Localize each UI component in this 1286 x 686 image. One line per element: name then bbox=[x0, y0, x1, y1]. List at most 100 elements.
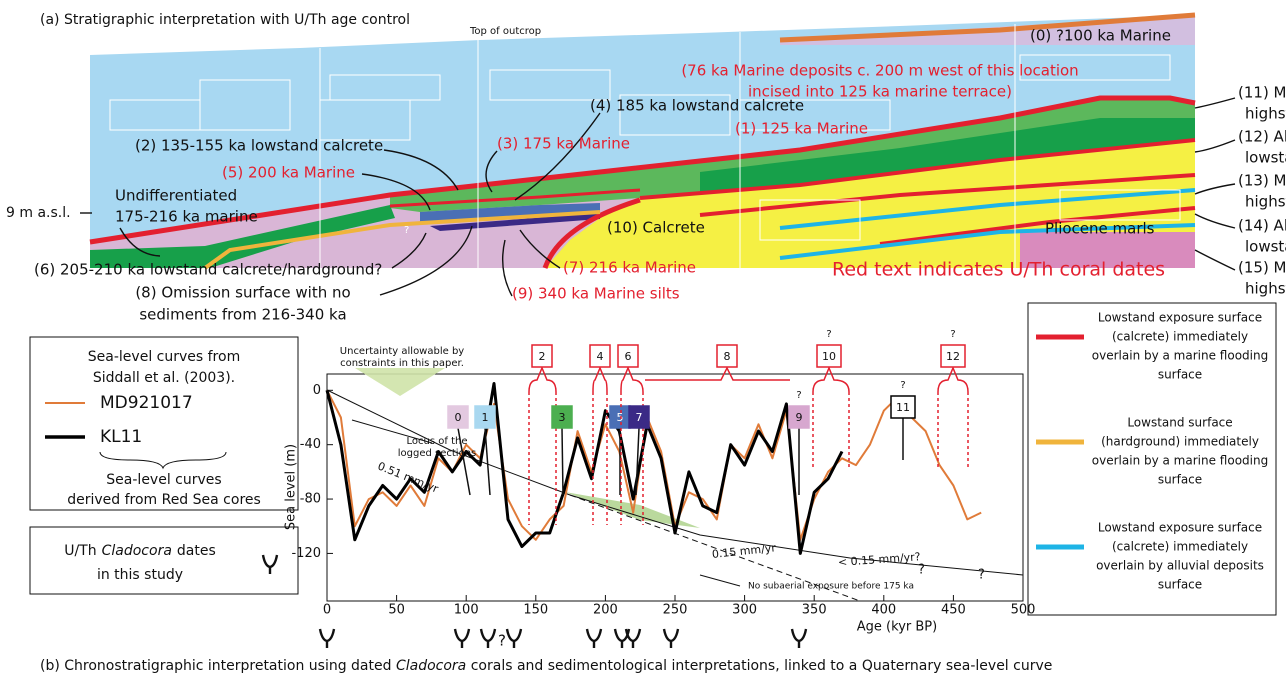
coral-icon bbox=[507, 629, 521, 648]
label: 3 bbox=[559, 411, 566, 424]
label: (7) 216 ka Marine bbox=[563, 259, 696, 277]
label: overlain by alluvial deposits bbox=[1096, 559, 1264, 573]
label: KL11 bbox=[100, 427, 142, 447]
label: 7 bbox=[636, 411, 643, 424]
label: -80 bbox=[300, 492, 321, 507]
label: Uncertainty allowable by bbox=[340, 346, 465, 357]
legend-brace bbox=[100, 452, 226, 468]
coral-icon bbox=[792, 629, 806, 648]
label: (1) 125 ka Marine bbox=[735, 120, 868, 138]
label: Sea-level curves bbox=[106, 472, 221, 488]
stage-brace bbox=[813, 368, 849, 392]
caption: (b) Chronostratigraphic interpretation u… bbox=[40, 658, 1052, 674]
label: Red text indicates U/Th coral dates bbox=[832, 259, 1165, 281]
caption-part: Cladocora bbox=[396, 658, 466, 674]
uncertainty-wedge bbox=[355, 368, 445, 396]
label: 10 bbox=[822, 350, 836, 363]
label: 0.15 mm/yr bbox=[711, 541, 777, 561]
label: (13) Marine bbox=[1238, 172, 1286, 190]
label: (calcrete) immediately bbox=[1112, 330, 1248, 344]
label: Pliocene marls bbox=[1045, 220, 1155, 238]
label: (14) Alluvial bbox=[1238, 217, 1286, 235]
label: 400 bbox=[871, 603, 896, 618]
label: (calcrete) immediately bbox=[1112, 540, 1248, 554]
label: No subaerial exposure before 175 ka bbox=[748, 582, 914, 592]
label: ? bbox=[950, 329, 955, 340]
label: in this study bbox=[97, 567, 183, 583]
label: 50 bbox=[388, 603, 405, 618]
label: 300 bbox=[732, 603, 757, 618]
label: 11 bbox=[896, 401, 910, 414]
stage-link bbox=[562, 428, 563, 495]
label: highstand bbox=[1245, 193, 1286, 211]
label: (76 ka Marine deposits c. 200 m west of … bbox=[681, 62, 1078, 80]
label: 8 bbox=[724, 350, 731, 363]
label: surface bbox=[1158, 368, 1202, 382]
label: Top of outcrop bbox=[469, 26, 541, 37]
label: < 0.15 mm/yr? bbox=[838, 550, 922, 569]
label: (15) Marine bbox=[1238, 259, 1286, 277]
no-exposure-arrow bbox=[700, 575, 740, 586]
coral-icon bbox=[664, 629, 678, 648]
stage-brace bbox=[938, 368, 968, 392]
label: highstand bbox=[1245, 280, 1286, 298]
label: 4 bbox=[597, 350, 604, 363]
label: overlain by a marine flooding bbox=[1092, 454, 1268, 468]
label: 0 bbox=[323, 603, 331, 618]
label: 100 bbox=[454, 603, 479, 618]
label: 9 m a.s.l. bbox=[6, 205, 71, 221]
legend-dates-part: U/Th bbox=[64, 543, 96, 559]
label: 200 bbox=[593, 603, 618, 618]
label: Undifferentiated bbox=[115, 187, 237, 205]
label: Lowstand surface bbox=[1127, 416, 1232, 430]
label: lowstand bbox=[1245, 238, 1286, 256]
label: (hardground) immediately bbox=[1101, 435, 1259, 449]
legend-box bbox=[30, 527, 298, 594]
label: 9 bbox=[796, 411, 803, 424]
label: 1 bbox=[482, 411, 489, 424]
label: sediments from 216-340 ka bbox=[139, 306, 346, 324]
label: 350 bbox=[802, 603, 827, 618]
label: derived from Red Sea cores bbox=[67, 492, 261, 508]
figure: (a) Stratigraphic interpretation with U/… bbox=[0, 0, 1286, 686]
legend-dates-part: Cladocora bbox=[102, 543, 172, 559]
label: ? bbox=[978, 568, 985, 583]
coral-icon bbox=[587, 629, 601, 648]
label: 6 bbox=[625, 350, 632, 363]
label: (10) Calcrete bbox=[607, 219, 705, 237]
label: highstand bbox=[1245, 105, 1286, 123]
label: ? bbox=[404, 225, 409, 236]
label: lowstand bbox=[1245, 149, 1286, 167]
coral-icon bbox=[263, 555, 277, 574]
label: Sea level (m) bbox=[284, 444, 299, 530]
coral-icons bbox=[320, 629, 806, 648]
label: constraints in this paper. bbox=[340, 358, 464, 369]
label: (3) 175 ka Marine bbox=[497, 135, 630, 153]
label: (0) ?100 ka Marine bbox=[1030, 27, 1171, 45]
label: (4) 185 ka lowstand calcrete bbox=[590, 97, 804, 115]
label: surface bbox=[1158, 473, 1202, 487]
stage-link bbox=[485, 428, 490, 495]
label: Age (kyr BP) bbox=[857, 620, 937, 635]
label: logged sections bbox=[398, 448, 477, 459]
label: (a) Stratigraphic interpretation with U/… bbox=[40, 12, 410, 28]
label: ? bbox=[796, 390, 801, 401]
label: -120 bbox=[291, 546, 321, 561]
label: overlain by a marine flooding bbox=[1092, 349, 1268, 363]
legend-dates: U/Th Cladocora dates bbox=[64, 543, 216, 559]
label: ? bbox=[498, 632, 506, 650]
label: (6) 205-210 ka lowstand calcrete/hardgro… bbox=[34, 261, 382, 279]
label: 2 bbox=[539, 350, 546, 363]
label: (2) 135-155 ka lowstand calcrete bbox=[135, 137, 383, 155]
label: 150 bbox=[523, 603, 548, 618]
coral-icon bbox=[481, 629, 495, 648]
coral-icon bbox=[455, 629, 469, 648]
label: 250 bbox=[663, 603, 688, 618]
legend-dates-part: dates bbox=[177, 543, 216, 559]
label: 5 bbox=[617, 411, 624, 424]
label: ? bbox=[900, 380, 905, 391]
label: -40 bbox=[300, 437, 321, 452]
label: 450 bbox=[941, 603, 966, 618]
stage-brace bbox=[621, 368, 643, 392]
label: (5) 200 ka Marine bbox=[222, 164, 355, 182]
